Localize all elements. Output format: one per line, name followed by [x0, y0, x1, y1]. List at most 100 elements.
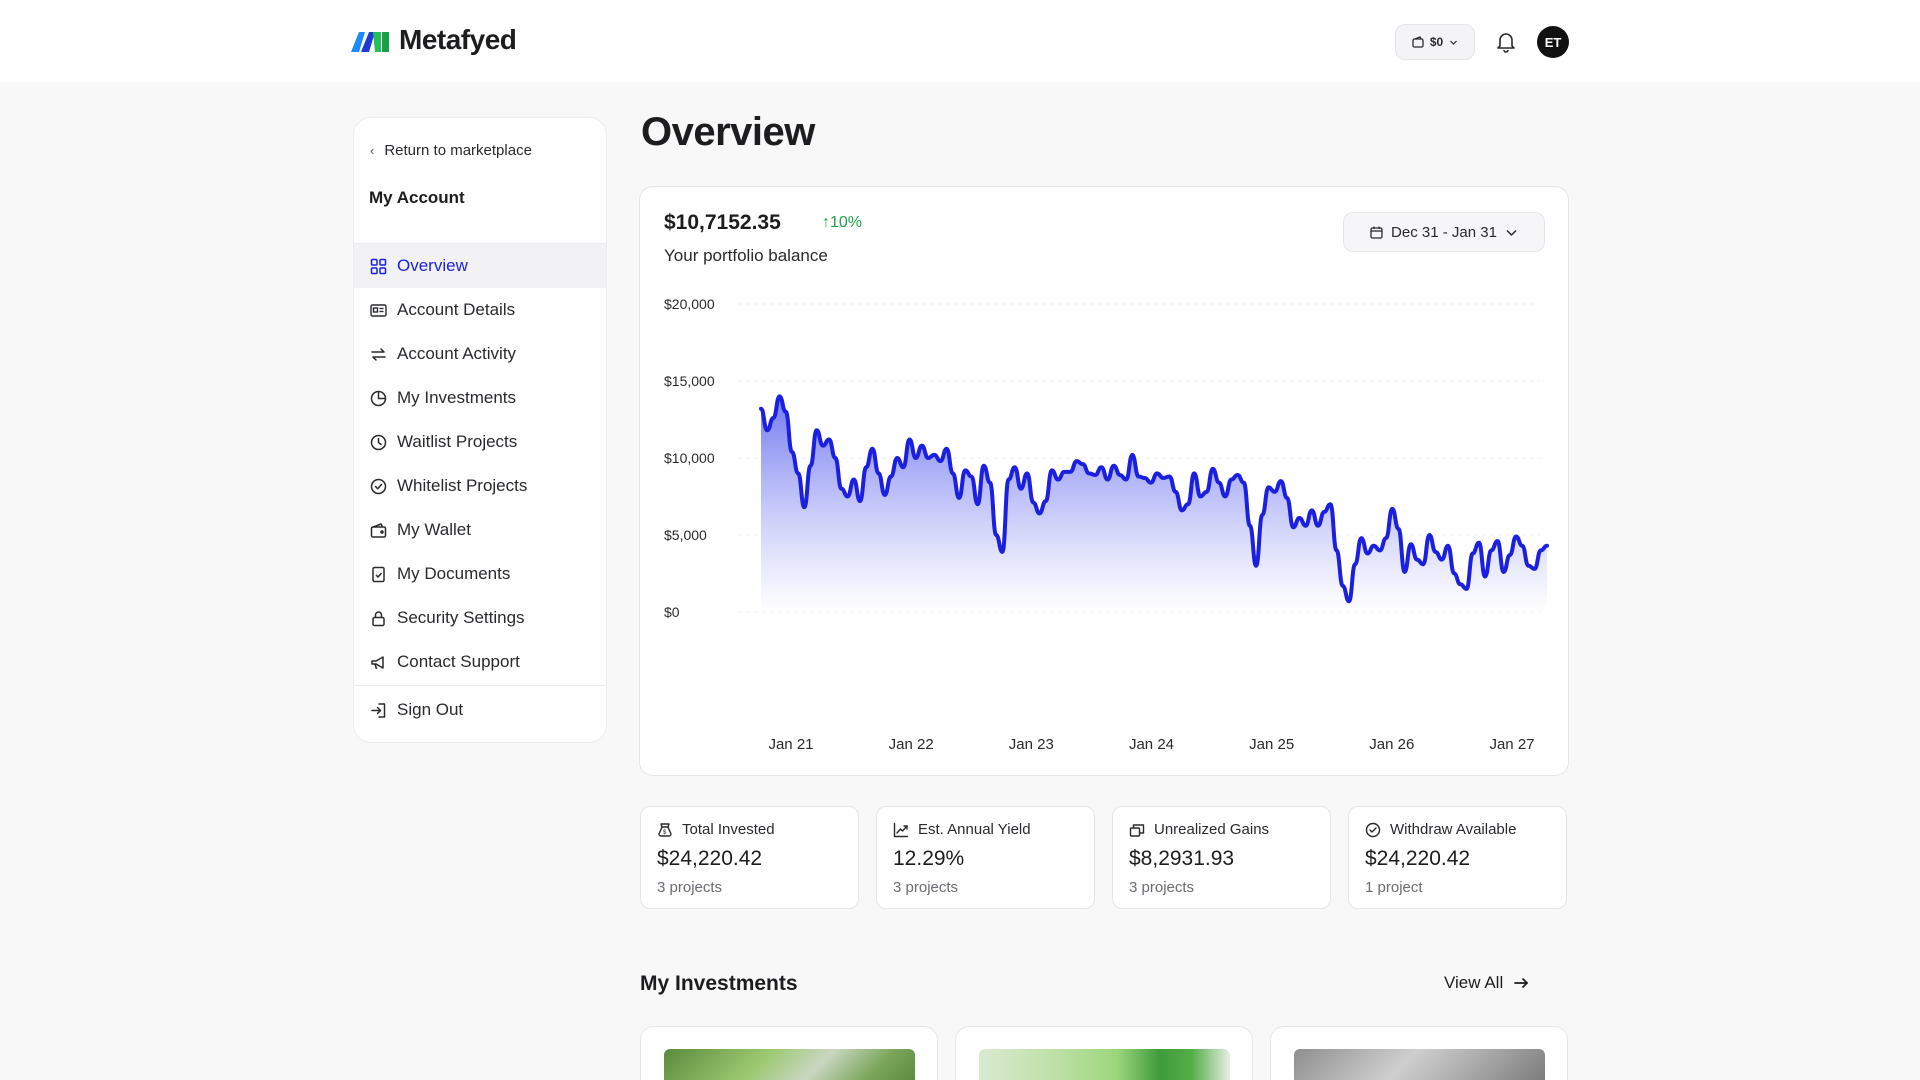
page-title: Overview [641, 110, 815, 154]
sidebar-item-label: My Documents [397, 564, 511, 583]
stat-card-total-invested[interactable]: $ Total Invested $24,220.42 3 projects [640, 806, 859, 909]
sidebar-item-label: Security Settings [397, 608, 525, 627]
sidebar-item-my-documents[interactable]: My Documents [354, 552, 606, 596]
y-tick-label: $0 [664, 604, 680, 620]
portfolio-change-value: 10% [830, 214, 863, 231]
sidebar-item-label: Whitelist Projects [397, 476, 528, 495]
investment-image [664, 1049, 915, 1080]
chevron-down-icon [1506, 229, 1517, 236]
wallet-balance: $0 [1429, 35, 1444, 49]
id-card-icon [370, 303, 387, 317]
arrow-up-icon: ↑ [822, 214, 830, 231]
sign-out-icon [371, 702, 386, 718]
sidebar-item-whitelist-projects[interactable]: Whitelist Projects [354, 464, 606, 508]
sidebar-item-label: My Investments [397, 388, 517, 407]
sidebar-item-my-wallet[interactable]: My Wallet [354, 508, 606, 552]
lock-icon [372, 610, 385, 626]
stat-value: 12.29% [893, 847, 965, 870]
brand-logo[interactable]: Metafyed [351, 24, 517, 56]
user-avatar[interactable]: ET [1537, 26, 1569, 58]
sidebar-item-account-details[interactable]: Account Details [354, 288, 606, 332]
y-tick-label: $15,000 [664, 373, 715, 389]
arrows-swap-icon [371, 347, 386, 361]
account-sidebar: ‹ Return to marketplace My Account Overv… [353, 117, 607, 743]
metafyed-logo-icon [351, 32, 389, 52]
clock-icon [370, 434, 387, 450]
stat-value: $8,2931.93 [1129, 847, 1235, 870]
sign-out-container: Sign Out [354, 688, 606, 732]
portfolio-area-chart[interactable]: $0 $5,000 $10,000 $15,000 $20,000 Jan 21 Jan … [640, 187, 1568, 775]
megaphone-icon [371, 655, 384, 669]
document-icon [372, 566, 385, 582]
wallet-balance-dropdown[interactable]: $0 [1395, 24, 1475, 60]
portfolio-change: ↑10% [822, 214, 862, 232]
sidebar-item-contact-support[interactable]: Contact Support [354, 640, 606, 684]
stat-sub: 3 projects [893, 879, 959, 896]
y-tick-label: $20,000 [664, 296, 715, 312]
x-tick-label: Jan 27 [1489, 736, 1534, 753]
stat-sub: 3 projects [1129, 879, 1195, 896]
investments-section-title: My Investments [640, 972, 798, 995]
x-tick-label: Jan 23 [1009, 736, 1054, 753]
check-circle-icon [1365, 822, 1381, 837]
y-tick-label: $10,000 [664, 450, 715, 466]
divider [354, 685, 606, 686]
sidebar-item-waitlist-projects[interactable]: Waitlist Projects [354, 420, 606, 464]
series-line [759, 394, 1549, 604]
chevron-left-icon: ‹ [370, 143, 375, 158]
return-to-marketplace-link[interactable]: ‹ Return to marketplace [370, 142, 532, 159]
view-all-link[interactable]: View All [1444, 973, 1529, 993]
x-tick-label: Jan 25 [1249, 736, 1294, 753]
sidebar-item-account-activity[interactable]: Account Activity [354, 332, 606, 376]
date-range-label: Dec 31 - Jan 31 [1391, 223, 1497, 241]
sign-out-button[interactable]: Sign Out [354, 688, 606, 732]
x-tick-label: Jan 26 [1369, 736, 1414, 753]
investment-image [979, 1049, 1230, 1080]
stat-header: Unrealized Gains [1129, 821, 1269, 838]
sidebar-item-my-investments[interactable]: My Investments [354, 376, 606, 420]
badge-check-icon [370, 478, 387, 494]
sidebar-item-security-settings[interactable]: Security Settings [354, 596, 606, 640]
portfolio-chart-card: $10,7152.35 ↑10% Your portfolio balance … [639, 186, 1569, 776]
portfolio-balance: $10,7152.35 [664, 211, 781, 234]
svg-text:$: $ [663, 830, 667, 836]
stat-card-est-annual-yield[interactable]: Est. Annual Yield 12.29% 3 projects [876, 806, 1095, 909]
stat-card-withdraw-available[interactable]: Withdraw Available $24,220.42 1 project [1348, 806, 1567, 909]
stat-value: $24,220.42 [657, 847, 763, 870]
stack-icon [1129, 823, 1145, 837]
investment-image [1294, 1049, 1545, 1080]
chevron-down-icon [1450, 40, 1458, 45]
portfolio-balance-label: Your portfolio balance [664, 246, 828, 265]
return-label: Return to marketplace [384, 142, 532, 159]
stat-label: Unrealized Gains [1154, 821, 1270, 838]
investment-card[interactable] [1270, 1026, 1568, 1080]
sidebar-nav: Overview Account Details Account Activit… [354, 244, 606, 684]
stat-sub: 3 projects [657, 879, 723, 896]
sign-out-label: Sign Out [397, 700, 464, 719]
sidebar-item-overview[interactable]: Overview [354, 244, 606, 288]
stat-header: Withdraw Available [1365, 821, 1516, 838]
stat-card-unrealized-gains[interactable]: Unrealized Gains $8,2931.93 3 projects [1112, 806, 1331, 909]
sidebar-item-label: Waitlist Projects [397, 432, 518, 451]
view-all-label: View All [1444, 973, 1504, 992]
divider [354, 243, 606, 244]
arrow-right-icon [1514, 978, 1529, 988]
sidebar-item-label: Account Details [397, 300, 516, 319]
trend-up-icon [893, 822, 909, 837]
money-bag-icon: $ [658, 822, 672, 837]
sidebar-item-label: My Wallet [397, 520, 471, 539]
stat-label: Withdraw Available [1390, 821, 1517, 838]
stat-sub: 1 project [1365, 879, 1423, 896]
investment-card[interactable] [955, 1026, 1253, 1080]
notification-bell-icon[interactable] [1496, 31, 1516, 53]
x-tick-label: Jan 21 [768, 736, 813, 753]
date-range-picker[interactable]: Dec 31 - Jan 31 [1343, 212, 1545, 252]
investment-card[interactable] [640, 1026, 938, 1080]
grid-icon [370, 258, 387, 274]
brand-name: Metafyed [399, 24, 517, 55]
calendar-icon [1370, 226, 1383, 239]
wallet-icon [1412, 36, 1424, 48]
top-bar: Metafyed $0 ET [0, 0, 1920, 82]
sidebar-section-title: My Account [369, 188, 465, 207]
sidebar-item-label: Account Activity [397, 344, 517, 363]
